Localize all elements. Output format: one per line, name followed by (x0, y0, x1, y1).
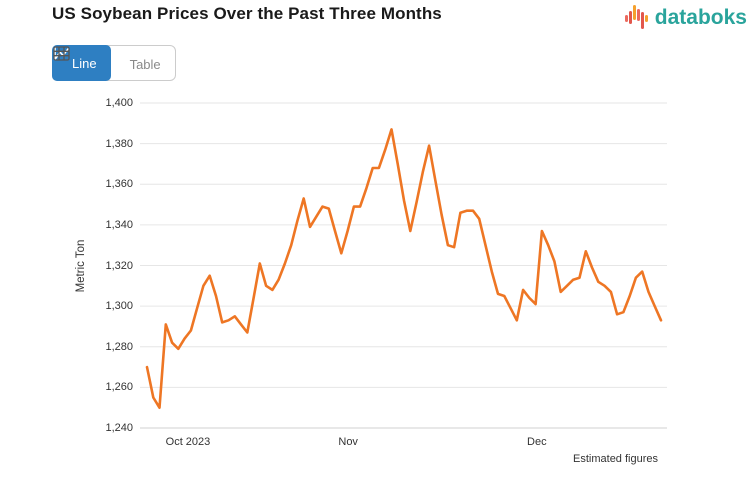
table-view-label: Table (129, 56, 161, 72)
series-line (145, 128, 663, 410)
y-tick-label: 1,300 (105, 300, 133, 313)
y-tick-label: 1,260 (105, 381, 133, 394)
y-tick-label: 1,240 (105, 422, 133, 434)
x-tick-label: Nov (338, 436, 358, 448)
y-tick-label: 1,400 (105, 97, 133, 109)
y-tick-label: 1,380 (105, 137, 133, 150)
view-toggle-group: Line Table (52, 45, 176, 81)
x-tick-label: Oct 2023 (165, 436, 211, 448)
brand-name: databoks (654, 6, 747, 29)
line-view-label: Line (72, 55, 97, 71)
page-title: US Soybean Prices Over the Past Three Mo… (52, 4, 442, 23)
pulse-bars-icon (624, 5, 651, 31)
y-tick-label: 1,360 (105, 178, 133, 191)
y-tick-label: 1,280 (105, 340, 133, 353)
x-tick-label: Dec (527, 436, 547, 448)
y-tick-label: 1,320 (105, 259, 133, 272)
table-view-button[interactable]: Table (53, 46, 175, 82)
y-tick-label: 1,340 (105, 218, 133, 231)
brand-logo[interactable]: databoks (624, 5, 747, 31)
y-axis-title: Metric Ton (75, 239, 87, 293)
chart-footnote: Estimated figures (573, 453, 658, 465)
